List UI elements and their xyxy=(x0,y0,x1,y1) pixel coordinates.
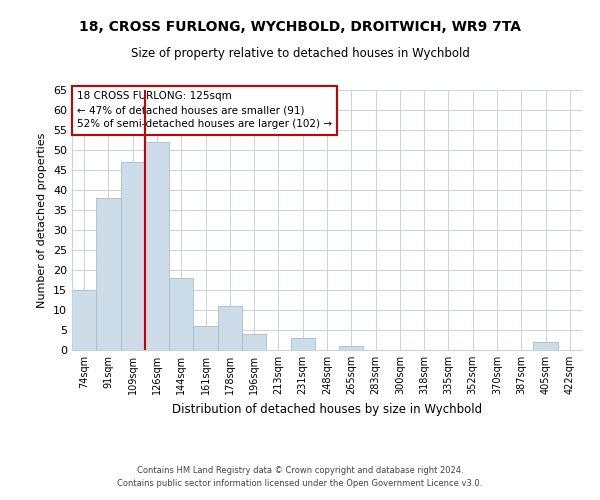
Bar xyxy=(145,142,169,350)
Text: Size of property relative to detached houses in Wychbold: Size of property relative to detached ho… xyxy=(131,48,469,60)
X-axis label: Distribution of detached houses by size in Wychbold: Distribution of detached houses by size … xyxy=(172,402,482,415)
Bar xyxy=(242,334,266,350)
Bar xyxy=(339,346,364,350)
Bar xyxy=(218,306,242,350)
Bar xyxy=(169,278,193,350)
Bar xyxy=(72,290,96,350)
Bar xyxy=(96,198,121,350)
Text: 18 CROSS FURLONG: 125sqm
← 47% of detached houses are smaller (91)
52% of semi-d: 18 CROSS FURLONG: 125sqm ← 47% of detach… xyxy=(77,92,332,130)
Bar xyxy=(121,162,145,350)
Bar xyxy=(290,338,315,350)
Text: 18, CROSS FURLONG, WYCHBOLD, DROITWICH, WR9 7TA: 18, CROSS FURLONG, WYCHBOLD, DROITWICH, … xyxy=(79,20,521,34)
Bar xyxy=(533,342,558,350)
Y-axis label: Number of detached properties: Number of detached properties xyxy=(37,132,47,308)
Text: Contains HM Land Registry data © Crown copyright and database right 2024.
Contai: Contains HM Land Registry data © Crown c… xyxy=(118,466,482,487)
Bar xyxy=(193,326,218,350)
